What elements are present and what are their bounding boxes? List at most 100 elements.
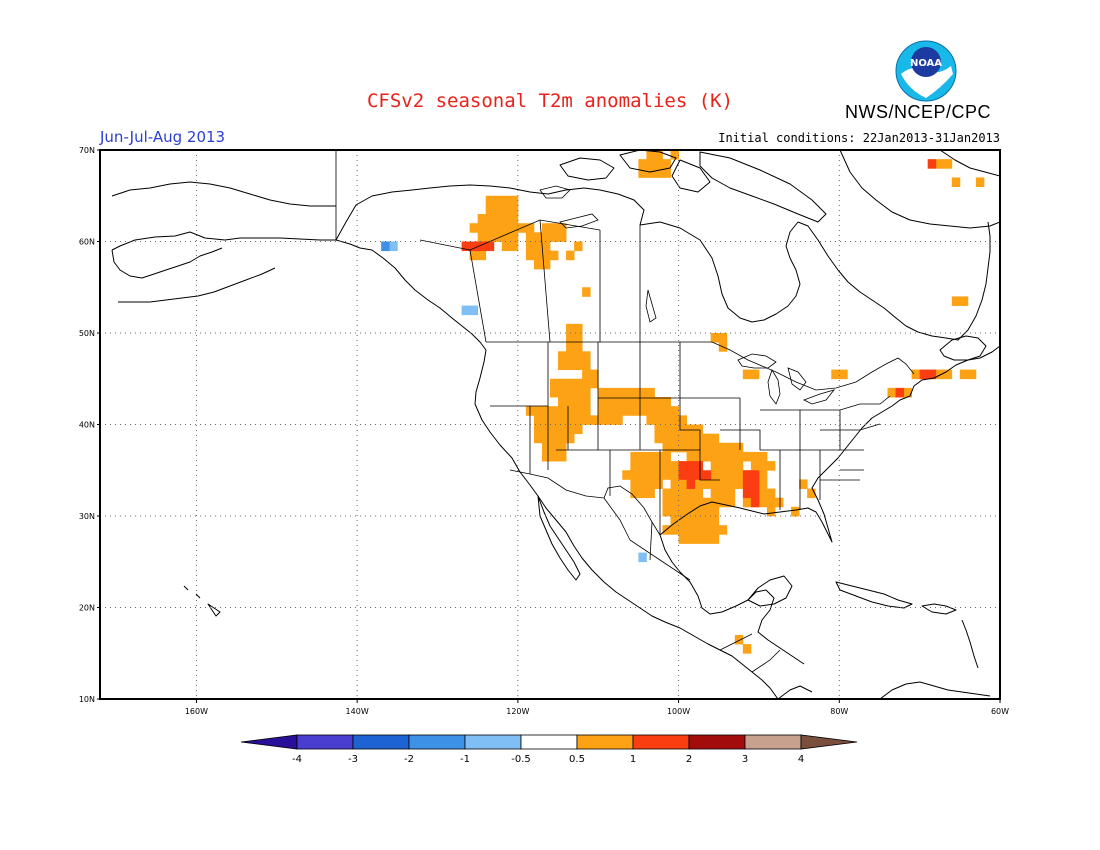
anomaly-cell — [678, 479, 688, 489]
anomaly-cell — [734, 442, 744, 453]
anomaly-cell — [686, 424, 696, 435]
anomaly-cell — [541, 232, 551, 242]
anomaly-cell — [630, 397, 639, 407]
anomaly-cell — [662, 424, 671, 435]
anomaly-cell — [461, 241, 471, 252]
anomaly-cell — [509, 241, 519, 252]
labrador-coastline — [797, 221, 991, 341]
anomaly-cell — [710, 333, 720, 343]
graticule — [100, 150, 1000, 699]
anomaly-cell — [702, 506, 712, 517]
anomaly-cell — [670, 506, 679, 517]
anomaly-cell — [606, 387, 615, 398]
anomaly-cell — [799, 479, 808, 489]
anomaly-cell — [485, 214, 495, 224]
anomaly-cell — [718, 442, 728, 453]
anomaly-cell — [670, 488, 679, 499]
x-tick-label: 120W — [506, 707, 529, 716]
anomaly-cell — [558, 424, 567, 435]
anomaly-cell — [550, 232, 559, 242]
anomaly-cell — [501, 241, 511, 252]
anomaly-cell — [710, 470, 720, 480]
y-tick-label: 60N — [79, 238, 95, 247]
anomaly-cell — [558, 232, 567, 242]
anomaly-cell — [566, 342, 575, 352]
anomaly-cell — [742, 470, 752, 480]
anomaly-cell — [574, 241, 583, 252]
anomaly-cell — [533, 424, 543, 435]
anomaly-cell — [686, 497, 696, 508]
colorbar-label: -4 — [292, 754, 302, 765]
anomaly-cell — [509, 223, 519, 233]
anomaly-cell — [654, 406, 663, 416]
anomaly-cell — [670, 479, 679, 489]
anomaly-cell — [678, 415, 688, 425]
anomaly-cell — [702, 442, 712, 453]
anomaly-cell — [533, 250, 543, 261]
anomaly-cell — [702, 451, 712, 462]
anomaly-cell — [758, 479, 768, 489]
anomaly-cell — [646, 159, 655, 169]
anomaly-cell — [558, 351, 567, 361]
anomaly-cell — [541, 406, 551, 416]
anomaly-cell — [670, 461, 679, 471]
anomaly-cell — [646, 470, 655, 480]
great-lakes — [539, 185, 836, 405]
anomaly-cell — [590, 378, 599, 389]
anomaly-cell — [550, 451, 559, 462]
anomaly-cell — [959, 296, 969, 306]
anomaly-cell — [678, 424, 688, 435]
anomaly-cell — [582, 369, 591, 380]
anomaly-cell — [541, 250, 551, 261]
anomaly-cell — [541, 451, 551, 462]
anomaly-cell — [630, 387, 639, 398]
anomaly-cell — [550, 250, 559, 261]
anomaly-cell — [911, 369, 921, 380]
anomaly-cell — [686, 534, 696, 544]
anomaly-cell — [791, 506, 800, 517]
anomaly-cell — [646, 488, 655, 499]
anomaly-cell — [630, 470, 639, 480]
anomaly-cell — [718, 461, 728, 471]
anomaly-cell — [389, 241, 398, 252]
anomaly-cell — [598, 387, 607, 398]
anomaly-cell — [718, 333, 728, 343]
anomaly-cell — [718, 488, 728, 499]
anomaly-cell — [550, 387, 559, 398]
anomaly-cell — [718, 479, 728, 489]
anomaly-cell — [550, 415, 559, 425]
anomaly-cell — [686, 451, 696, 462]
anomaly-cell — [718, 497, 728, 508]
anomaly-cell — [710, 506, 720, 517]
anomaly-cell — [493, 204, 503, 215]
y-tick-label: 20N — [79, 604, 95, 613]
anomaly-cell — [574, 351, 583, 361]
anomaly-cell — [750, 470, 760, 480]
anomaly-cell — [566, 351, 575, 361]
anomaly-cell — [686, 461, 696, 471]
central-america-pacific — [777, 685, 813, 699]
anomaly-cell — [766, 506, 776, 517]
anomaly-cell — [654, 479, 663, 489]
anomaly-cell — [750, 461, 760, 471]
y-tick-label: 30N — [79, 512, 95, 521]
anomaly-cell — [959, 369, 969, 380]
anomaly-cell — [622, 397, 631, 407]
x-tick-label: 60W — [991, 707, 1009, 716]
anomaly-cell — [646, 406, 655, 416]
anomaly-cell — [662, 406, 671, 416]
anomaly-cell — [662, 168, 671, 178]
anomaly-cell — [646, 387, 655, 398]
longitude-ticks: 160W 140W 120W 100W 80W 60W — [185, 699, 1009, 716]
anomaly-cell — [670, 497, 679, 508]
anomaly-cell — [638, 461, 647, 471]
anomaly-cell — [670, 470, 679, 480]
colorbar-segment — [240, 734, 298, 750]
anomaly-cell — [662, 433, 671, 444]
great-slave-lake — [559, 213, 599, 229]
anomaly-cell — [807, 488, 816, 499]
us-gulf-coastline — [659, 345, 1000, 543]
anomaly-cell — [501, 223, 511, 233]
anomaly-cell — [574, 387, 583, 398]
